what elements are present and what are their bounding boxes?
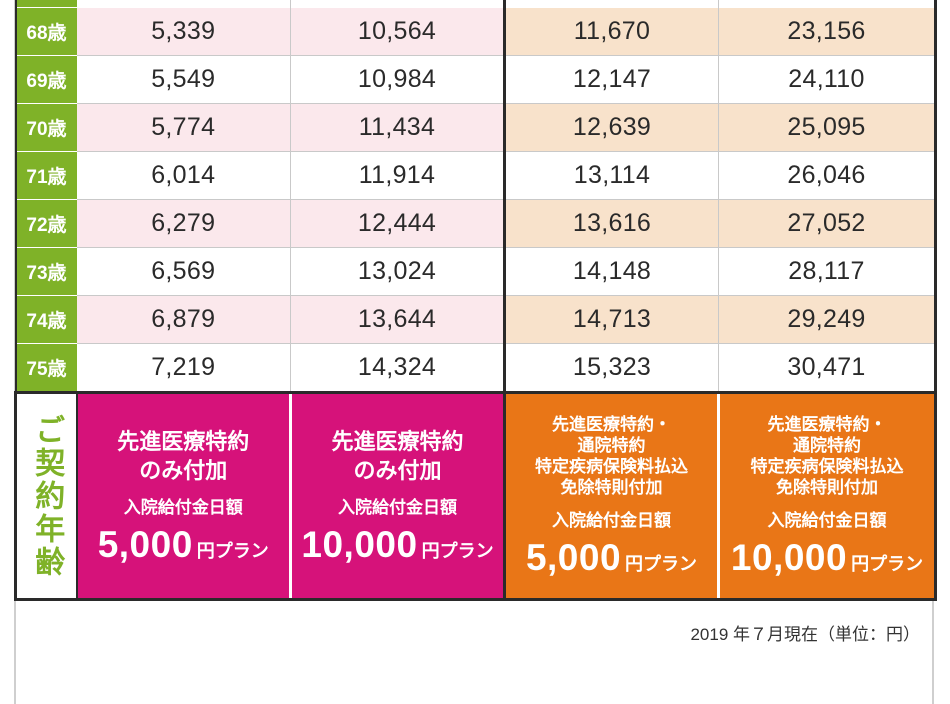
age-cell: 69歳 <box>14 55 77 104</box>
contract-age-label: ご契約年齢 <box>30 413 64 579</box>
plan-subtitle: 入院給付金日額 <box>123 497 243 517</box>
premium-cell: 10,564 <box>290 7 505 56</box>
plan-title-line: 先進医療特約・ <box>767 414 887 434</box>
premium-cell: 13,024 <box>290 247 505 296</box>
plan-title-line: のみ付加 <box>353 457 442 483</box>
premium-cell: 12,444 <box>290 199 505 248</box>
contract-age-label-cell: ご契約年齢 <box>14 391 78 601</box>
age-cell: 72歳 <box>14 199 77 248</box>
table-row: 75歳 7,219 14,324 15,323 30,471 <box>14 343 937 393</box>
table-row: 74歳 6,879 13,644 14,713 29,249 <box>14 295 937 344</box>
age-cell: 73歳 <box>14 247 77 296</box>
table-row: 69歳 5,549 10,984 12,147 24,110 <box>14 55 937 104</box>
plan-title-line: 免除特則付加 <box>560 477 663 497</box>
plan-title-line: 先進医療特約・ <box>552 414 671 434</box>
premium-cell: 12,147 <box>503 55 719 104</box>
plan-title-line: 通院特約 <box>577 435 646 455</box>
plan-amount-number: 5,000 <box>525 536 622 578</box>
plan-title-line: 特定疾病保険料払込 <box>535 456 688 476</box>
plan-amount: 5,000 円プラン <box>506 537 717 579</box>
premium-cell: 5,549 <box>76 55 291 104</box>
premium-cell: 14,713 <box>503 295 719 344</box>
plan-amount-number: 10,000 <box>301 523 418 565</box>
plan-header-4: 先進医療特約・ 通院特約 特定疾病保険料払込 免除特則付加 入院給付金日額 10,000 円… <box>717 391 937 601</box>
table-row: 73歳 6,569 13,024 14,148 28,117 <box>14 247 937 296</box>
plan-header-2: 先進医療特約 のみ付加入院給付金日額 10,000 円プラン <box>289 391 505 601</box>
premium-cell: 14,324 <box>290 343 505 393</box>
plan-header-3: 先進医療特約・ 通院特約 特定疾病保険料払込 免除特則付加 入院給付金日額 5,000 円プ… <box>503 391 719 601</box>
premium-cell: 13,114 <box>503 151 719 200</box>
premium-cell: 24,110 <box>718 55 937 104</box>
plan-header-1: 先進医療特約 のみ付加入院給付金日額 5,000 円プラン <box>76 391 291 601</box>
premium-cell: 5,339 <box>76 7 291 56</box>
age-cell: 71歳 <box>14 151 77 200</box>
plan-amount-unit: 円プラン <box>196 540 269 561</box>
premium-cell: 26,046 <box>718 151 937 200</box>
premium-cell: 11,670 <box>503 7 719 56</box>
premium-cell: 13,644 <box>290 295 505 344</box>
plan-amount: 10,000 円プラン <box>292 524 503 566</box>
premium-cell: 12,639 <box>503 103 719 152</box>
plan-amount-unit: 円プラン <box>625 553 698 574</box>
premium-cell: 10,984 <box>290 55 505 104</box>
premium-table-body: 68歳 5,339 10,564 11,670 23,156 69歳 5,549 10,984… <box>14 0 937 601</box>
plan-title-line: 通院特約 <box>793 435 861 455</box>
plan-title-line: 先進医療特約 <box>331 428 464 454</box>
plan-title-line: 先進医療特約 <box>117 428 250 454</box>
table-row-cut <box>14 0 937 8</box>
plan-subtitle: 入院給付金日額 <box>552 510 671 530</box>
plan-amount: 10,000 円プラン <box>720 537 934 579</box>
premium-cell: 6,569 <box>76 247 291 296</box>
plan-title-line: のみ付加 <box>139 457 228 483</box>
premium-cell: 14,148 <box>503 247 719 296</box>
plan-amount-number: 10,000 <box>730 536 848 578</box>
plan-subtitle: 入院給付金日額 <box>338 497 457 517</box>
plan-title-line: 特定疾病保険料払込 <box>750 456 904 476</box>
premium-cell: 11,434 <box>290 103 505 152</box>
age-cell: 74歳 <box>14 295 77 344</box>
plan-header-row: ご契約年齢 先進医療特約 のみ付加 入院給付金日額 5,000 円プラン 先進医療特約 のみ付… <box>14 391 937 601</box>
premium-cell: 30,471 <box>718 343 937 393</box>
premium-cell: 15,323 <box>503 343 719 393</box>
premium-cell: 23,156 <box>718 7 937 56</box>
premium-cell: 25,095 <box>718 103 937 152</box>
premium-table: 68歳 5,339 10,564 11,670 23,156 69歳 5,549 10,984… <box>14 0 937 601</box>
premium-cell: 11,914 <box>290 151 505 200</box>
premium-cell: 29,249 <box>718 295 937 344</box>
premium-cell: 5,774 <box>76 103 291 152</box>
premium-cell: 27,052 <box>718 199 937 248</box>
age-cell: 70歳 <box>14 103 77 152</box>
plan-amount-unit: 円プラン <box>421 540 494 561</box>
age-cell: 75歳 <box>14 343 77 393</box>
plan-amount-number: 5,000 <box>97 523 193 565</box>
premium-cell: 6,014 <box>76 151 291 200</box>
table-row: 71歳 6,014 11,914 13,114 26,046 <box>14 151 937 200</box>
age-cell: 68歳 <box>14 7 77 56</box>
plan-title-line: 免除特則付加 <box>776 477 878 497</box>
premium-cell: 6,879 <box>76 295 291 344</box>
plan-amount-unit: 円プラン <box>851 553 924 574</box>
table-row: 70歳 5,774 11,434 12,639 25,095 <box>14 103 937 152</box>
plan-amount: 5,000 円プラン <box>78 524 290 566</box>
premium-cell: 6,279 <box>76 199 291 248</box>
table-row: 68歳 5,339 10,564 11,670 23,156 <box>14 7 937 56</box>
table-row: 72歳 6,279 12,444 13,616 27,052 <box>14 199 937 248</box>
premium-cell: 7,219 <box>76 343 291 393</box>
footnote-unit: 2019 年７月現在（単位：円） <box>690 625 920 644</box>
premium-table-container: 68歳 5,339 10,564 11,670 23,156 69歳 5,549 10,984… <box>14 0 937 601</box>
premium-cell: 28,117 <box>718 247 937 296</box>
plan-subtitle: 入院給付金日額 <box>767 510 887 530</box>
premium-cell: 13,616 <box>503 199 719 248</box>
